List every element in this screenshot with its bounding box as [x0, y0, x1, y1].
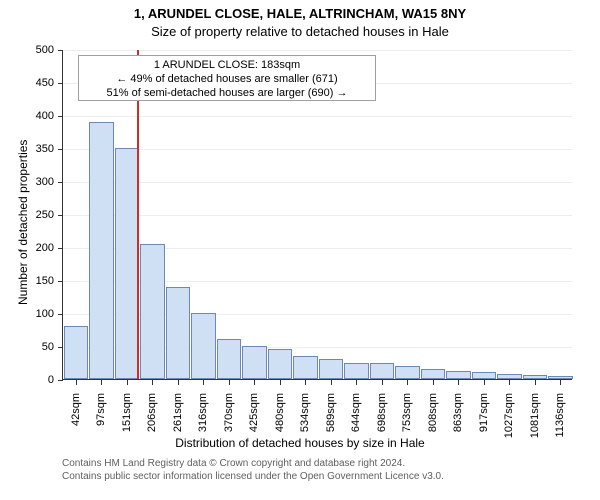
x-tick-label: 261sqm	[172, 393, 184, 453]
x-tick-mark	[433, 380, 434, 385]
y-tick-mark	[58, 50, 63, 51]
x-tick-label: 1136sqm	[554, 393, 566, 453]
bar	[89, 122, 114, 379]
x-tick-mark	[407, 380, 408, 385]
y-tick-mark	[58, 281, 63, 282]
x-tick-label: 753sqm	[401, 393, 413, 453]
x-tick-label: 1027sqm	[503, 393, 515, 453]
bar	[115, 148, 140, 379]
x-tick-label: 151sqm	[121, 393, 133, 453]
bar	[472, 372, 497, 379]
bar	[446, 371, 471, 379]
y-tick-label: 50	[24, 341, 54, 353]
y-tick-label: 300	[24, 176, 54, 188]
x-tick-label: 480sqm	[274, 393, 286, 453]
y-tick-mark	[58, 347, 63, 348]
x-tick-label: 206sqm	[146, 393, 158, 453]
bar	[268, 349, 293, 379]
gridline	[63, 149, 572, 150]
x-tick-mark	[203, 380, 204, 385]
bar	[344, 363, 369, 380]
x-tick-label: 534sqm	[299, 393, 311, 453]
gridline	[63, 116, 572, 117]
x-tick-label: 644sqm	[350, 393, 362, 453]
x-tick-mark	[356, 380, 357, 385]
x-tick-mark	[458, 380, 459, 385]
x-tick-label: 917sqm	[478, 393, 490, 453]
x-tick-label: 1081sqm	[529, 393, 541, 453]
chart-container: { "title": "1, ARUNDEL CLOSE, HALE, ALTR…	[0, 0, 600, 500]
bar	[242, 346, 267, 379]
bar	[319, 359, 344, 379]
y-tick-mark	[58, 149, 63, 150]
x-tick-label: 370sqm	[223, 393, 235, 453]
x-tick-mark	[331, 380, 332, 385]
annotation-box: 1 ARUNDEL CLOSE: 183sqm ← 49% of detache…	[78, 55, 376, 101]
y-tick-label: 450	[24, 77, 54, 89]
attribution-text: Contains HM Land Registry data © Crown c…	[62, 458, 444, 483]
x-tick-mark	[535, 380, 536, 385]
x-tick-mark	[178, 380, 179, 385]
x-tick-mark	[560, 380, 561, 385]
bar	[523, 375, 548, 379]
y-tick-label: 0	[24, 374, 54, 386]
x-tick-label: 97sqm	[95, 393, 107, 453]
x-tick-label: 698sqm	[376, 393, 388, 453]
y-tick-mark	[58, 215, 63, 216]
x-tick-mark	[152, 380, 153, 385]
y-tick-label: 100	[24, 308, 54, 320]
x-tick-label: 42sqm	[70, 393, 82, 453]
x-tick-label: 808sqm	[427, 393, 439, 453]
annotation-line-3: 51% of semi-detached houses are larger (…	[83, 86, 371, 100]
y-tick-label: 400	[24, 110, 54, 122]
attribution-line-2: Contains public sector information licen…	[62, 471, 444, 484]
x-tick-mark	[127, 380, 128, 385]
bar	[64, 326, 89, 379]
bar	[140, 244, 165, 379]
annotation-line-1: 1 ARUNDEL CLOSE: 183sqm	[83, 58, 371, 72]
y-tick-label: 250	[24, 209, 54, 221]
gridline	[63, 182, 572, 183]
y-tick-label: 500	[24, 44, 54, 56]
x-tick-mark	[509, 380, 510, 385]
y-tick-mark	[58, 182, 63, 183]
gridline	[63, 50, 572, 51]
x-tick-mark	[382, 380, 383, 385]
bar	[166, 287, 191, 379]
y-tick-mark	[58, 116, 63, 117]
bar	[421, 369, 446, 379]
chart-subtitle: Size of property relative to detached ho…	[0, 24, 600, 39]
x-tick-mark	[484, 380, 485, 385]
x-tick-label: 316sqm	[197, 393, 209, 453]
bar	[395, 366, 420, 379]
bar	[191, 313, 216, 379]
annotation-line-2: ← 49% of detached houses are smaller (67…	[83, 72, 371, 86]
y-tick-label: 200	[24, 242, 54, 254]
attribution-line-1: Contains HM Land Registry data © Crown c…	[62, 458, 444, 471]
x-tick-mark	[305, 380, 306, 385]
x-tick-mark	[254, 380, 255, 385]
bar	[497, 374, 522, 379]
x-tick-mark	[101, 380, 102, 385]
bar	[548, 376, 573, 379]
bar	[217, 339, 242, 379]
y-tick-mark	[58, 248, 63, 249]
bar	[370, 363, 395, 380]
x-tick-label: 425sqm	[248, 393, 260, 453]
x-tick-label: 589sqm	[325, 393, 337, 453]
x-tick-mark	[229, 380, 230, 385]
y-tick-label: 350	[24, 143, 54, 155]
x-tick-mark	[280, 380, 281, 385]
y-tick-mark	[58, 314, 63, 315]
x-tick-mark	[76, 380, 77, 385]
y-tick-mark	[58, 380, 63, 381]
bar	[293, 356, 318, 379]
chart-title: 1, ARUNDEL CLOSE, HALE, ALTRINCHAM, WA15…	[0, 6, 600, 21]
x-tick-label: 863sqm	[452, 393, 464, 453]
y-tick-mark	[58, 83, 63, 84]
gridline	[63, 215, 572, 216]
y-tick-label: 150	[24, 275, 54, 287]
